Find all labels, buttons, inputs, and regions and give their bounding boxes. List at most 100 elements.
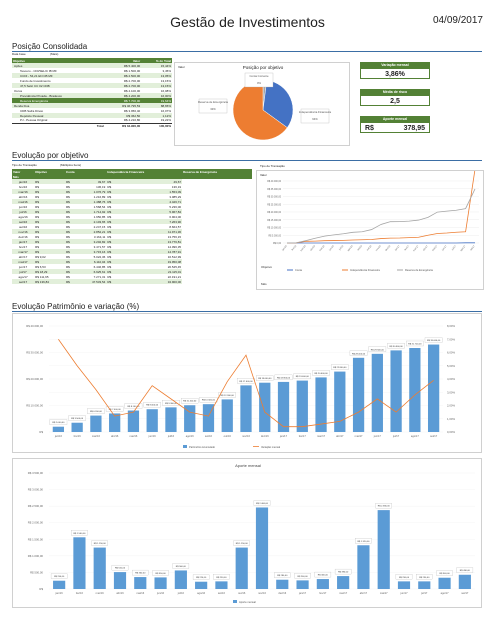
table-cell: jul/17 (12, 269, 35, 274)
bar-label-box (349, 350, 368, 356)
aporte-chart: Aporte mensal R$ 3.500,00 R$ 3.000,00 R$ 2.… (28, 463, 475, 604)
table-row[interactable]: Ouros R$ 4.100,00 16,08% (12, 88, 172, 93)
table-row[interactable]: set/16 R$ R$ 2.103,65 R$ 7.263,90 (12, 219, 252, 224)
legend-label: Reserva de Emergência (405, 268, 433, 272)
table-row[interactable]: mai/16 R$ R$ 1.488,76 R$ 4.426,71 (12, 199, 252, 204)
bar-label-box (424, 337, 443, 343)
y-tick-label: R$ 10.000,00 (267, 228, 282, 230)
table-cell: fev/16 (18, 184, 28, 189)
posicao-filter-value[interactable]: (Mais) (50, 52, 59, 56)
table-row[interactable]: Renda Fixa R$ 46.795,53 88,65% (12, 103, 172, 108)
x-tick-label: jul/17 (420, 591, 428, 595)
table-cell: 15,44% (141, 63, 172, 68)
bar-label-box (368, 346, 387, 352)
bar (418, 581, 431, 589)
x-tick-label: out/16 (224, 434, 232, 438)
table-row[interactable]: PJ - Pessoa Original R$ 4.210,80 19,22% (12, 118, 172, 123)
kpi-variacao-value: 3,86% (360, 68, 430, 79)
bar-label-box (375, 503, 392, 509)
table-cell: 34.900,00 (127, 279, 183, 284)
section-title-evolucao: Evolução por objetivo (12, 151, 89, 160)
pie-label-box (300, 108, 330, 124)
bar (71, 422, 83, 432)
bar-label-box (274, 572, 291, 578)
table-cell: R$ (66, 184, 70, 189)
table-row[interactable]: set/17 R$ 136,84 R$ 47.533,54 R$ 34.900,00 (12, 279, 252, 284)
table-row[interactable]: ago/16 R$ R$ 1.950,85 R$ 6.904,00 (12, 214, 252, 219)
bar-data-label: R$ 20.600,00 (314, 373, 328, 375)
table-row[interactable]: fev/17 R$ R$ 3.471,57 R$ 14.096,35 (12, 244, 252, 249)
table-row[interactable]: mar/16 R$ R$ 1.076,79 R$ 1.553,09 (12, 189, 252, 194)
table-row[interactable]: jan/16 R$ R$ 49,67 R$ 49,67 (12, 179, 252, 184)
table-row[interactable]: Depósito Pessoal R$ 362,50 1,12% (12, 113, 172, 118)
table-header: Valor Objetivo Conta Independência Financei… (12, 169, 252, 174)
table-row[interactable]: mar/17 R$ R$ 3.715,16 R$ 14.787,91 (12, 249, 252, 254)
bar-label-box (314, 571, 332, 578)
x-tick-label: set/16 (205, 434, 213, 438)
table-row[interactable]: Ações R$ 5.400,00 15,44% (12, 63, 172, 68)
bar-label-box (180, 398, 199, 404)
table-row[interactable]: CCDI - 54,21 EN CB MF R$ 2.500,00 13,05% (12, 73, 172, 78)
bar-data-label: R$ 17.600,00 (239, 381, 253, 383)
table-cell: abr/16 (18, 194, 28, 199)
x-tick-label: mar/17 (317, 434, 326, 438)
table-cell: 1,12% (141, 113, 172, 118)
table-row[interactable]: nov/16 R$ R$ 2.852,21 R$ 11.971,36 (12, 229, 252, 234)
line-filter-label: Tipo de Transação (260, 164, 285, 168)
table-row[interactable]: 47,5 Selic CC 02 CDB R$ 2.700,00 13,15% (12, 83, 172, 88)
table-row[interactable]: ago/17 R$ 111,95 R$ 7.271,31 R$ 22.191,21 (12, 274, 252, 279)
bar (259, 382, 271, 432)
table-cell: 1.950,85 (93, 214, 106, 219)
table-row[interactable]: jun/17 R$ 6,53 R$ 6.446,85 R$ 20.545,45 (12, 264, 252, 269)
table-row[interactable]: jan/17 R$ R$ 3.202,82 R$ 13.776,81 (12, 239, 252, 244)
bar-label-box (91, 540, 108, 546)
kpi-cards: Variação mensal 3,86% Média de risco 2,5… (360, 62, 430, 133)
table-cell: 16.512,99 (167, 254, 182, 259)
table-cell: set/17 (12, 279, 35, 284)
table-cell: R$ (35, 244, 39, 249)
table-cell: R$ (107, 234, 112, 239)
kpi-variacao: Variação mensal 3,86% (360, 62, 430, 79)
table-cell: 49,67 (76, 179, 107, 184)
table-cell: R$ (65, 259, 77, 264)
table-cell: R$ 1.500,00 (123, 68, 141, 73)
table-row[interactable]: Tesouro - CDI/SELIC IB MF R$ 1.500,00 3,45… (12, 68, 172, 73)
table-row[interactable]: abr/16 R$ R$ 1.216,89 R$ 3.085,29 (12, 194, 252, 199)
y-tick-label: R$ 20.000,00 (26, 377, 43, 381)
bar (427, 344, 440, 432)
x-tick-label: mai/16 (130, 434, 138, 438)
evolucao-filter-value[interactable]: (Múltiplos Itens) (60, 163, 82, 167)
table-row[interactable]: abr/17 R$ 9,02 R$ 5.022,36 R$ 16.512,99 (12, 254, 252, 259)
table-cell: out/16 (18, 224, 28, 229)
table-cell: 13,15% (141, 83, 172, 88)
table-row[interactable]: out/16 R$ R$ 2.247,15 R$ 8.664,57 (12, 224, 252, 229)
bar-label-box (50, 573, 68, 579)
bar (277, 381, 290, 432)
table-row[interactable]: CDB Safra Direto R$ 3.956,40 16,07% (12, 108, 172, 113)
x-tick-label: mar/17 (412, 244, 419, 252)
table-row[interactable]: jul/17 R$ 18,29 R$ 6.925,61 R$ 21.115,01 (12, 269, 252, 274)
table-row[interactable]: dez/16 R$ R$ 3.164,11 R$ 13.756,15 (12, 234, 252, 239)
bar-label-box (416, 574, 433, 580)
y-tick-label: R$ 1.000,00 (28, 554, 44, 558)
bar (52, 426, 65, 432)
table-row[interactable]: mai/17 R$ R$ 6.110,04 R$ 19.950,08 (12, 259, 252, 264)
table-row[interactable]: Fundo de Investimento R$ 2.700,00 13,15% (12, 78, 172, 83)
table-row[interactable]: jun/16 R$ R$ 1.568,54 R$ 5.236,00 (12, 204, 252, 209)
table-cell: 1.488,76 (76, 199, 107, 204)
table-row[interactable]: Previdência Privada - Bradesco R$ 4.200,0… (12, 93, 172, 98)
bar (221, 399, 233, 432)
table-cell: R$ (106, 259, 128, 264)
table-cell: Tesouro - CDI/SELIC IB MF (20, 68, 57, 73)
table-row[interactable]: Reserva Emergência R$ 7.700,00 19,64% (12, 98, 172, 103)
table-cell: mai/17 (12, 259, 35, 264)
table-cell: 7.271,31 (93, 274, 106, 279)
table-row[interactable]: fev/16 R$ R$ 136,19 R$ 136,19 (12, 184, 252, 189)
line-chart-panel: Tipo de Transação Valor R$ 40.000,00 R$ 3… (256, 164, 484, 290)
bar-data-label: R$ 1.250,00 (94, 543, 107, 545)
pie-label: Independência Financeira (299, 110, 332, 114)
bar-data-label: R$ 360,00 (135, 573, 146, 575)
kpi-aporte-prefix: R$ (365, 125, 374, 132)
bar-label-box (294, 573, 311, 579)
table-row[interactable]: jul/16 R$ R$ 1.714,92 R$ 5.967,84 (12, 209, 252, 214)
